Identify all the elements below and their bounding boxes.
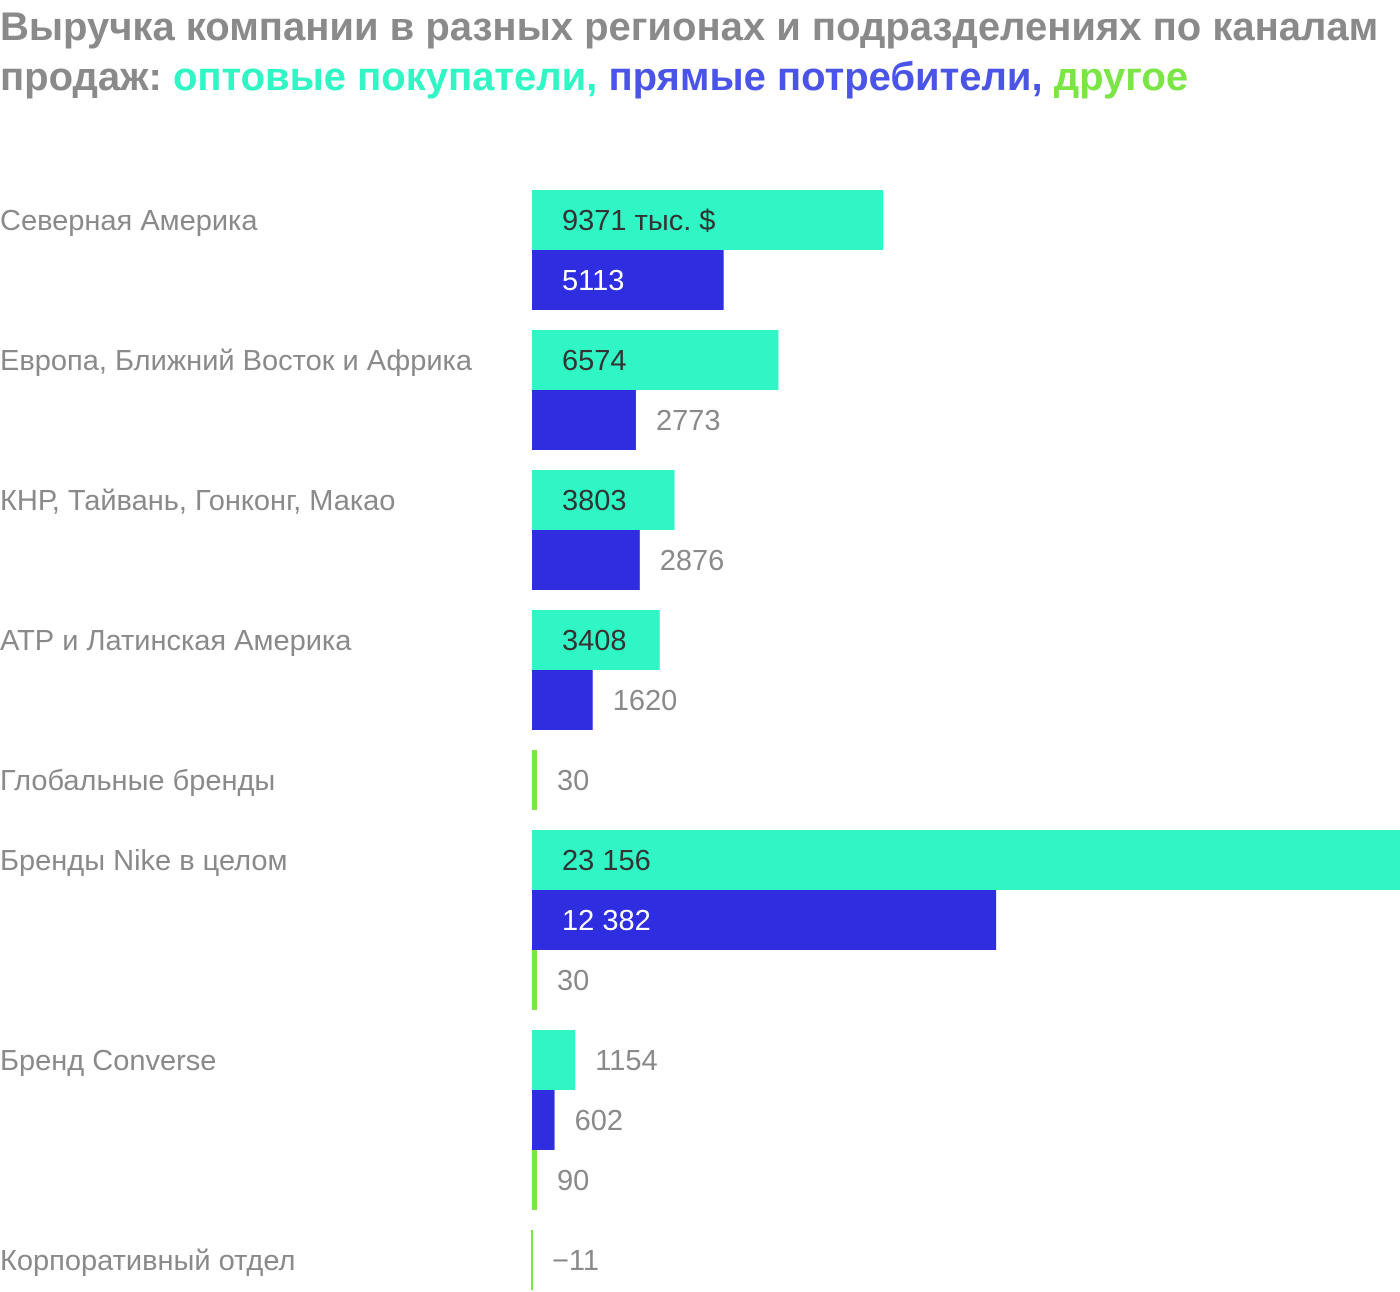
- legend-separator: ,: [586, 55, 609, 99]
- value-label: 2773: [656, 405, 721, 437]
- value-label: 23 156: [562, 845, 651, 877]
- category-label: Корпоративный отдел: [0, 1245, 295, 1277]
- bar-wholesale: [532, 1030, 576, 1090]
- value-label: 2876: [660, 545, 725, 577]
- category-label: Европа, Ближний Восток и Африка: [0, 345, 473, 377]
- bar-direct: [532, 390, 636, 450]
- value-label: 3408: [562, 625, 627, 657]
- category-label: КНР, Тайвань, Гонконг, Макао: [0, 485, 395, 517]
- category-label: АТР и Латинская Америка: [0, 625, 352, 657]
- value-label: 602: [575, 1105, 623, 1137]
- value-label: −11: [552, 1245, 599, 1277]
- value-label: 6574: [562, 345, 627, 377]
- bar-direct: [532, 530, 640, 590]
- value-label: 3803: [562, 485, 627, 517]
- category-label: Бренды Nike в целом: [0, 845, 287, 877]
- value-label: 9371 тыс. $: [562, 205, 715, 237]
- value-label: 1620: [613, 685, 678, 717]
- bar-other: [532, 950, 537, 1010]
- value-label: 1154: [595, 1045, 657, 1077]
- legend-label-2: другое: [1053, 55, 1189, 99]
- category-label: Глобальные бренды: [0, 765, 275, 797]
- value-label: 30: [557, 965, 589, 997]
- bar-other: [532, 1150, 537, 1210]
- bar-other: [532, 750, 537, 810]
- category-label: Бренд Converse: [0, 1045, 216, 1077]
- legend-label-0: оптовые покупатели: [172, 55, 587, 99]
- value-label: 5113: [562, 265, 624, 297]
- bar-direct: [532, 890, 997, 950]
- bar-wholesale: [532, 830, 1400, 890]
- value-label: 30: [557, 765, 589, 797]
- bar-wholesale: [532, 330, 779, 390]
- bar-other: [531, 1230, 533, 1290]
- legend-separator: ,: [1031, 55, 1054, 99]
- chart-title: Выручка компании в разных регионах и под…: [0, 2, 1400, 102]
- value-label: 90: [557, 1165, 589, 1197]
- bar-direct: [532, 1090, 555, 1150]
- bar-wholesale: [532, 470, 675, 530]
- category-label: Северная Америка: [0, 205, 258, 237]
- bar-direct: [532, 670, 593, 730]
- bar-wholesale: [532, 190, 884, 250]
- value-label: 12 382: [562, 905, 651, 937]
- title-prefix: Выручка компании в разных регионах и под…: [0, 5, 1379, 99]
- bar-wholesale: [532, 610, 660, 670]
- legend-label-1: прямые потребители: [608, 55, 1032, 99]
- bar-direct: [532, 250, 724, 310]
